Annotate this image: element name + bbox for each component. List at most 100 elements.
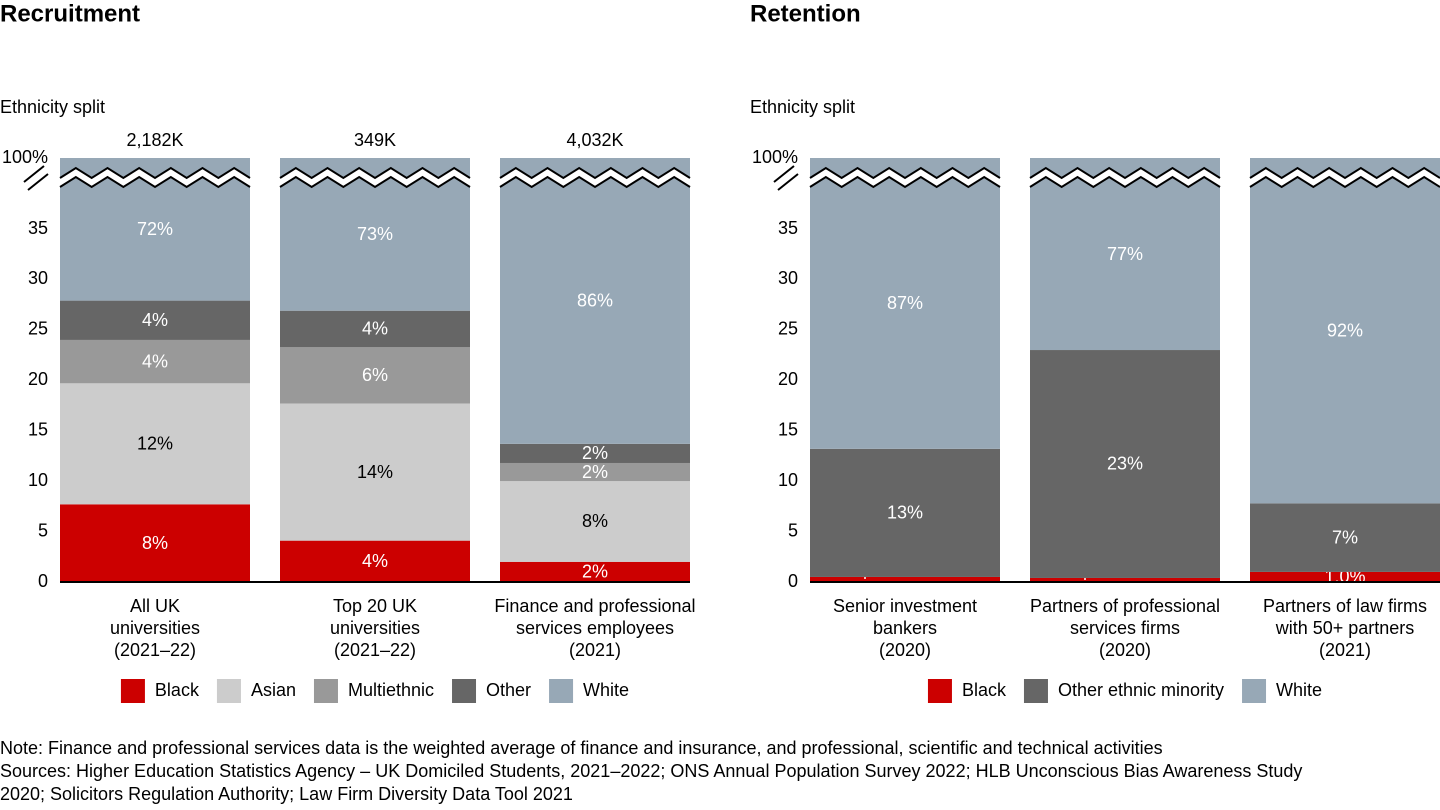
value-label: 77% (1107, 244, 1143, 264)
bar-segment (500, 158, 690, 444)
value-label: 8% (142, 533, 168, 553)
value-label: 86% (577, 291, 613, 311)
legend-swatch (1023, 679, 1048, 703)
value-label: 23% (1107, 454, 1143, 474)
axis-break-line (809, 166, 1001, 180)
y-tick-label: 20 (778, 369, 798, 389)
bar-segment (500, 561, 690, 582)
axis-break-mark (773, 165, 799, 191)
legend-swatch (216, 679, 241, 703)
bar-segment (1250, 503, 1440, 572)
legend-swatch (120, 679, 145, 703)
legend: Black Asian Multiethnic Other White (120, 679, 629, 703)
chart-title: Retention (750, 0, 861, 27)
y-tick-label: 0 (38, 571, 48, 591)
bar-segment (280, 403, 470, 541)
bar-segment (1030, 350, 1220, 578)
bar-segment (1250, 158, 1440, 504)
axis-break-line (1029, 175, 1221, 189)
bar-segment (60, 339, 250, 384)
axis-break-band (500, 168, 690, 187)
axis-break-line (59, 166, 251, 180)
x-tick-label: Finance and professional services employ… (494, 596, 696, 660)
legend-label: White (1276, 680, 1322, 700)
value-label: 2% (582, 443, 608, 463)
bar-segment (810, 158, 1000, 449)
legend-swatch (313, 679, 338, 703)
axis-break-band (1030, 168, 1220, 187)
sources: Sources: Higher Education Statistics Age… (0, 761, 1303, 804)
total-label: 2,182K (126, 130, 183, 150)
value-label: 92% (1327, 320, 1363, 340)
note: Note: Finance and professional services … (0, 738, 1163, 758)
axis-break-line (499, 175, 691, 189)
y-tick-label: 35 (778, 218, 798, 238)
axis-break-line (279, 166, 471, 180)
x-tick-label: All UK universities (2021–22) (109, 596, 201, 660)
total-label: 4,032K (566, 130, 623, 150)
x-tick-label: Partners of law firms with 50+ partners … (1262, 596, 1428, 660)
legend-swatch (1242, 679, 1267, 703)
y-tick-label: 20 (28, 369, 48, 389)
value-label: 14% (357, 462, 393, 482)
bar-segment (500, 462, 690, 482)
legend-label: Black (962, 680, 1007, 700)
bar-segment (1030, 158, 1220, 351)
axis-break-line (59, 175, 251, 189)
value-label: 73% (357, 224, 393, 244)
bar-segment (1030, 577, 1220, 582)
value-label: 4% (142, 310, 168, 330)
legend-label: Other (486, 680, 531, 700)
value-label: 4% (362, 319, 388, 339)
bar-segment (280, 347, 470, 404)
bar-segment (810, 576, 1000, 582)
y-tick-label: 0 (788, 571, 798, 591)
bar-segment (60, 504, 250, 582)
legend-label: White (583, 680, 629, 700)
y-tick-label: 100% (752, 147, 798, 167)
legend: Black Other ethnic minority White (927, 679, 1322, 703)
value-label: 4% (362, 551, 388, 571)
value-label: 13% (887, 503, 923, 523)
value-label: 7% (1332, 527, 1358, 547)
value-label: 2% (582, 562, 608, 582)
legend-label: Black (155, 680, 200, 700)
notes: Note: Finance and professional services … (0, 737, 1330, 806)
y-tick-label: 15 (28, 419, 48, 439)
axis-break-band (60, 168, 250, 187)
axis-break-line (1249, 166, 1440, 180)
axis-break-line (1249, 175, 1440, 189)
value-label: 87% (887, 293, 923, 313)
legend-swatch (549, 679, 574, 703)
value-label: 72% (137, 219, 173, 239)
bar-segment (810, 448, 1000, 577)
axis-break-line (279, 175, 471, 189)
chart-title: Recruitment (0, 0, 140, 27)
legend-label: Multiethnic (348, 680, 434, 700)
y-axis-label: Ethnicity split (750, 97, 855, 117)
y-tick-label: 100% (2, 147, 48, 167)
y-tick-label: 10 (778, 470, 798, 490)
axis-break-line (499, 166, 691, 180)
bar-segment (280, 310, 470, 348)
value-label: 6% (362, 365, 388, 385)
axis-break-line (809, 175, 1001, 189)
x-tick-label: Top 20 UK universities (2021–22) (329, 596, 421, 660)
bar-segment (60, 300, 250, 340)
bar-segment (500, 481, 690, 562)
bar-segment (1250, 571, 1440, 582)
axis-break-line (1029, 166, 1221, 180)
total-label: 349K (354, 130, 396, 150)
y-tick-label: 25 (778, 319, 798, 339)
bar-segment (60, 383, 250, 505)
y-tick-label: 30 (28, 268, 48, 288)
bar-segment (500, 443, 690, 463)
bar-segment (280, 540, 470, 582)
value-label: 4% (142, 351, 168, 371)
axis-break-band (280, 168, 470, 187)
x-tick-label: Senior investment bankers (2020) (832, 596, 978, 660)
value-label: 12% (137, 434, 173, 454)
y-tick-label: 5 (38, 520, 48, 540)
